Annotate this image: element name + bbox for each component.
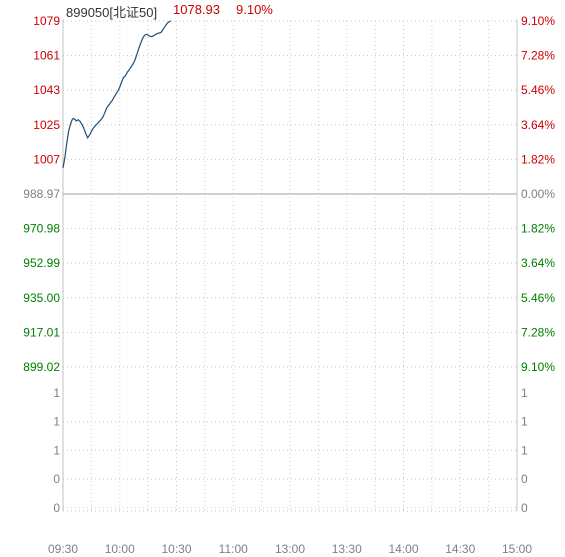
time-axis-label: 13:00: [275, 542, 305, 556]
time-axis-label: 14:00: [388, 542, 418, 556]
right-percent-tick: 3.64%: [521, 118, 555, 132]
time-axis-label: 10:30: [161, 542, 191, 556]
left-volume-tick: 0: [53, 501, 60, 515]
left-price-tick: 1043: [33, 83, 60, 97]
left-volume-tick: 1: [53, 443, 60, 457]
left-price-tick: 970.98: [23, 222, 60, 236]
price-line: [62, 20, 172, 169]
left-price-tick: 1025: [33, 118, 60, 132]
left-volume-tick: 0: [53, 472, 60, 486]
left-price-tick: 1079: [33, 14, 60, 28]
time-axis-label: 09:30: [48, 542, 78, 556]
left-price-tick: 1007: [33, 152, 60, 166]
time-axis-label: 15:00: [502, 542, 532, 556]
price-line-layer: [62, 20, 172, 169]
right-percent-tick: 3.64%: [521, 256, 555, 270]
index-code-name: 899050[北证50]: [66, 5, 158, 20]
right-volume-tick: 1: [521, 443, 528, 457]
time-axis-label: 14:30: [445, 542, 475, 556]
right-percent-tick: 9.10%: [521, 14, 555, 28]
change-percent: 9.10%: [236, 2, 273, 17]
right-volume-tick: 0: [521, 501, 528, 515]
right-percent-tick: 9.10%: [521, 360, 555, 374]
left-volume-tick: 1: [53, 386, 60, 400]
left-price-tick: 952.99: [23, 256, 60, 270]
right-percent-tick: 1.82%: [521, 222, 555, 236]
left-price-tick: 935.00: [23, 291, 60, 305]
right-percent-tick: 7.28%: [521, 49, 555, 63]
right-percent-tick: 5.46%: [521, 291, 555, 305]
right-volume-tick: 0: [521, 472, 528, 486]
right-percent-tick: 1.82%: [521, 152, 555, 166]
time-axis-label: 13:30: [332, 542, 362, 556]
right-volume-tick: 1: [521, 386, 528, 400]
left-price-tick: 899.02: [23, 360, 60, 374]
time-axis-label: 10:00: [105, 542, 135, 556]
grid-layer: [62, 19, 518, 512]
time-axis-label: 11:00: [219, 542, 248, 556]
current-price: 1078.93: [173, 2, 220, 17]
right-percent-tick: 5.46%: [521, 83, 555, 97]
right-percent-tick: 7.28%: [521, 325, 555, 339]
left-price-tick: 917.01: [23, 325, 60, 339]
left-price-tick: 1061: [33, 49, 60, 63]
right-percent-tick: 0.00%: [521, 187, 555, 201]
right-volume-tick: 1: [521, 415, 528, 429]
left-volume-tick: 1: [53, 415, 60, 429]
left-price-tick: 988.97: [23, 187, 60, 201]
axis-label-layer: 1079 1061 1043 1025 1007 988.97 970.98 952.99 93…: [23, 14, 555, 556]
